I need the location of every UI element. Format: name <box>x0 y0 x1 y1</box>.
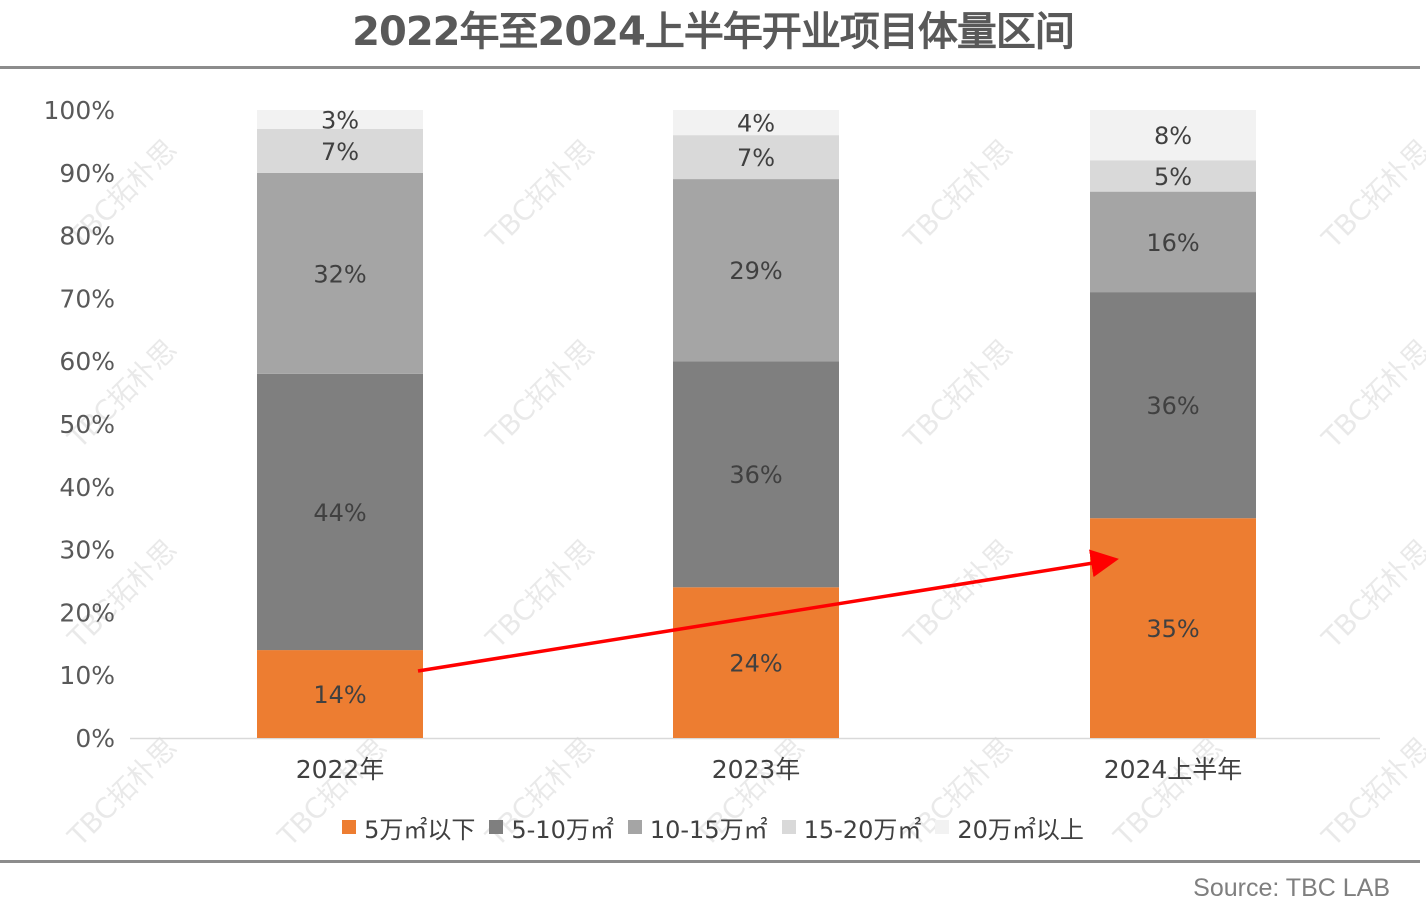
trend-arrow <box>417 549 1119 673</box>
bar-segment <box>257 110 423 129</box>
bar-segment <box>673 135 839 180</box>
bar-segment <box>257 650 423 738</box>
legend-swatch <box>781 820 796 834</box>
y-tick-label: 50% <box>59 410 115 439</box>
legend-item: 5万㎡以下 <box>342 810 475 845</box>
legend-item: 10-15万㎡ <box>627 810 768 845</box>
legend-label: 10-15万㎡ <box>649 815 768 844</box>
y-tick-label: 90% <box>59 159 115 188</box>
y-tick-label: 10% <box>59 661 115 690</box>
bar-segment <box>1090 160 1256 192</box>
data-label: 8% <box>1154 122 1192 150</box>
data-label: 32% <box>313 260 366 288</box>
bar-segment <box>673 361 839 588</box>
y-tick-label: 0% <box>75 724 115 753</box>
bar-segment <box>673 110 839 136</box>
data-label: 14% <box>313 681 366 709</box>
y-tick-label: 100% <box>44 96 115 125</box>
bar-segment <box>257 128 423 173</box>
data-label: 35% <box>1146 615 1199 643</box>
y-tick-label: 20% <box>59 598 115 627</box>
legend-label: 5-10万㎡ <box>511 815 614 844</box>
bar-segment <box>1090 191 1256 293</box>
x-category-label: 2023年 <box>712 755 801 784</box>
chart-title: 2022年至2024上半年开业项目体量区间 <box>352 9 1075 55</box>
data-label: 7% <box>737 144 775 172</box>
data-label: 29% <box>729 257 782 285</box>
data-label: 36% <box>729 461 782 489</box>
source-note: Source: TBC LAB <box>1193 874 1390 902</box>
legend-item: 5-10万㎡ <box>489 810 614 845</box>
data-label: 24% <box>729 650 782 678</box>
bar-segment <box>1090 110 1256 161</box>
x-category-label: 2022年 <box>296 755 385 784</box>
bar-segment <box>257 373 423 651</box>
title-divider <box>0 66 1420 69</box>
data-label: 44% <box>313 499 366 527</box>
y-tick-label: 60% <box>59 347 115 376</box>
bar-segment <box>257 172 423 374</box>
data-label: 3% <box>321 106 359 134</box>
legend-swatch <box>627 820 642 834</box>
y-tick-label: 30% <box>59 536 115 565</box>
legend-label: 5万㎡以下 <box>364 815 476 844</box>
data-label: 16% <box>1146 229 1199 257</box>
legend-item: 15-20万㎡ <box>781 810 922 845</box>
bar-segment <box>673 179 839 362</box>
bar-segment <box>673 587 839 738</box>
legend-swatch <box>342 820 357 834</box>
data-label: 5% <box>1154 163 1192 191</box>
x-category-label: 2024上半年 <box>1104 755 1243 784</box>
data-label: 4% <box>737 110 775 138</box>
legend-label: 15-20万㎡ <box>803 815 922 844</box>
footer-divider <box>0 860 1420 863</box>
legend-label: 20万㎡以上 <box>957 815 1084 844</box>
legend-swatch <box>489 820 504 834</box>
legend-swatch <box>935 820 950 834</box>
bar-segment <box>1090 292 1256 519</box>
data-label: 36% <box>1146 392 1199 420</box>
y-tick-label: 80% <box>59 222 115 251</box>
y-tick-label: 70% <box>59 284 115 313</box>
chart-legend: 5万㎡以下 5-10万㎡ 10-15万㎡ 15-20万㎡ 20万㎡以上 <box>0 810 1426 844</box>
legend-item: 20万㎡以上 <box>935 810 1084 845</box>
y-tick-label: 40% <box>59 473 115 502</box>
data-label: 7% <box>321 138 359 166</box>
